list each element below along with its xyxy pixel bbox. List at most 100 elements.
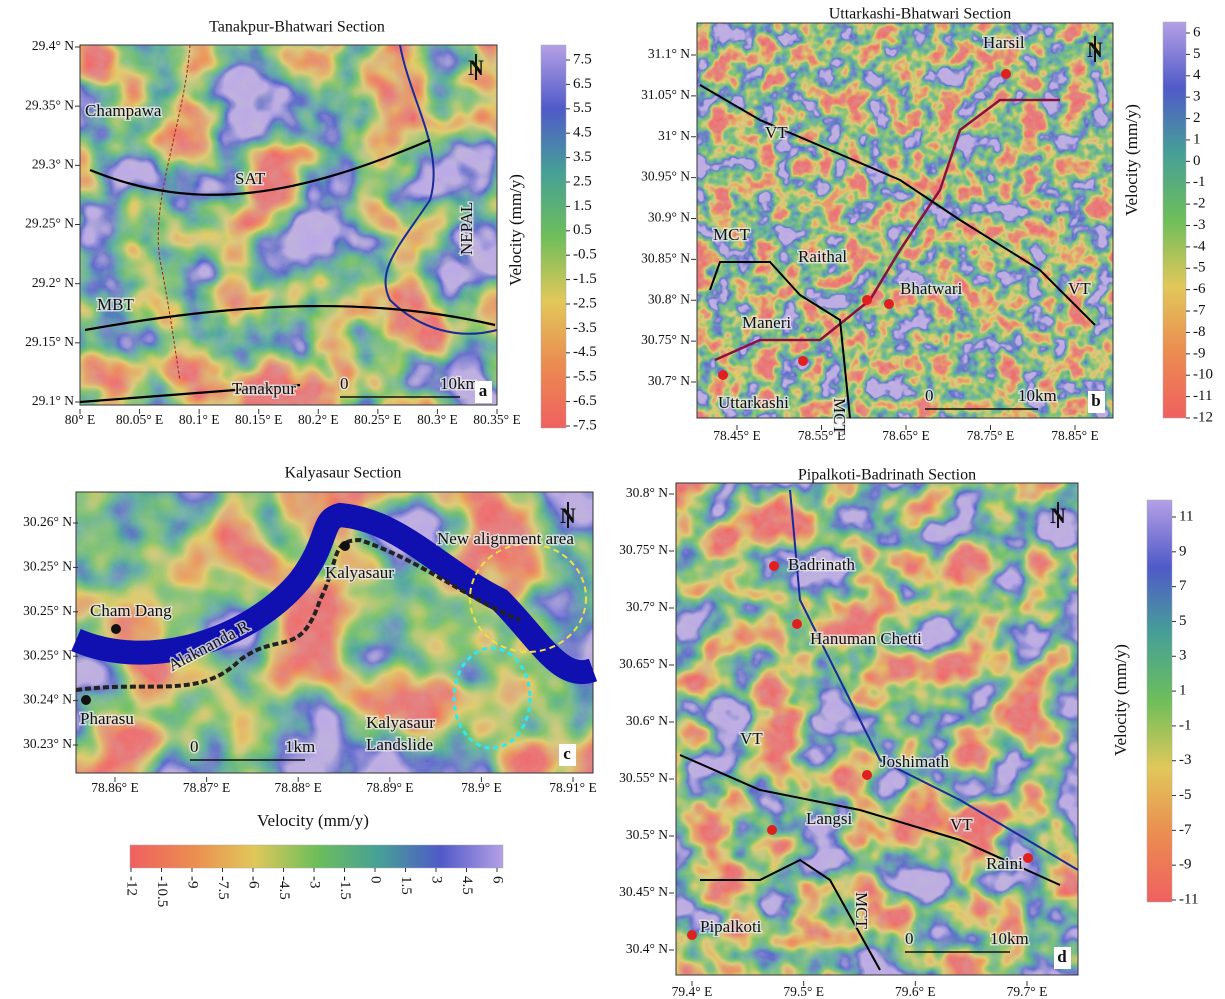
lat-tick-label: 29.25° N	[25, 216, 74, 231]
colorbar-tick-label: -9	[185, 876, 201, 889]
lat-tick-label: 30.25° N	[23, 558, 72, 573]
colorbar-tick-label: -6	[1193, 281, 1206, 297]
lat-tick-label: 30.6° N	[626, 713, 668, 728]
colorbar-tick-label: -4.5	[276, 876, 292, 900]
place-dot	[769, 561, 779, 571]
scale-label: 0	[190, 737, 199, 756]
colorbar-tick-label: -10.5	[154, 876, 170, 907]
colorbar-tick-label: 3	[1179, 648, 1187, 664]
colorbar-tick-label: 4.5	[459, 876, 475, 895]
place-label: Badrinath	[788, 555, 856, 574]
place-label: Bhatwari	[900, 279, 963, 298]
place-dot	[798, 356, 808, 366]
colorbar-tick-label: 6	[490, 876, 506, 884]
velocity-map	[676, 483, 1078, 975]
colorbar-label: Velocity (mm/y)	[506, 174, 525, 286]
colorbar-tick-label: 3	[1193, 89, 1201, 105]
place-label: Cham Dang	[90, 601, 172, 620]
colorbar-tick-label: -1.5	[573, 271, 597, 287]
lat-tick-label: 30.25° N	[23, 603, 72, 618]
lat-tick-label: 30.75° N	[619, 542, 668, 557]
scale-label: 10km	[440, 374, 479, 393]
lon-tick-label: 79.5° E	[783, 984, 824, 999]
colorbar-tick-label: 6	[1193, 24, 1201, 40]
place-label: NEPAL	[457, 202, 476, 255]
colorbar-tick-label: 4.5	[573, 125, 592, 141]
place-label: Maneri	[742, 313, 791, 332]
colorbar-tick-label: 2	[1193, 110, 1201, 126]
colorbar-tick-label: -8	[1193, 324, 1206, 340]
colorbar-tick-label: -4.5	[573, 344, 597, 360]
colorbar-tick-label: -7.5	[215, 876, 231, 900]
colorbar	[130, 845, 503, 868]
lat-tick-label: 30.5° N	[626, 827, 668, 842]
panel-title: Kalyasaur Section	[285, 465, 402, 482]
panel-letter: c	[563, 744, 571, 763]
lon-tick-label: 78.89° E	[366, 780, 413, 795]
place-label: MBT	[97, 295, 134, 314]
scale-label: 10km	[1018, 386, 1057, 405]
colorbar-tick-label: 5	[1179, 613, 1187, 629]
lat-tick-label: 29.35° N	[25, 97, 74, 112]
scale-label: 0	[905, 929, 914, 948]
place-label: Hanuman Chetti	[810, 629, 922, 648]
colorbar-tick-label: -9	[1179, 857, 1192, 873]
colorbar-tick-label: -6.5	[573, 393, 597, 409]
colorbar-tick-label: -7	[1179, 822, 1192, 838]
colorbar-tick-label: 6.5	[573, 76, 592, 92]
lat-tick-label: 29.2° N	[32, 275, 74, 290]
colorbar-label: Velocity (mm/y)	[1111, 644, 1130, 756]
velocity-map	[697, 23, 1113, 418]
place-dot	[1023, 853, 1033, 863]
lon-tick-label: 78.87° E	[183, 780, 230, 795]
colorbar-tick-label: 1.5	[398, 876, 414, 895]
place-dot	[1001, 69, 1011, 79]
lat-tick-label: 30.4° N	[626, 941, 668, 956]
colorbar-tick-label: -9	[1193, 345, 1206, 361]
colorbar-tick-label: 4	[1193, 67, 1201, 83]
colorbar-tick-label: -10	[1193, 367, 1213, 383]
lat-tick-label: 30.9° N	[648, 210, 690, 225]
colorbar-tick-label: -2.5	[573, 295, 597, 311]
colorbar-tick-label: -7.5	[573, 417, 597, 433]
lon-tick-label: 78.88° E	[274, 780, 321, 795]
lon-tick-label: 80.3° E	[417, 412, 458, 427]
place-label: VT	[1068, 279, 1091, 298]
lat-tick-label: 30.55° N	[619, 770, 668, 785]
lon-tick-label: 78.85° E	[1051, 428, 1098, 443]
place-dot	[340, 541, 350, 551]
lon-tick-label: 78.45° E	[713, 428, 760, 443]
colorbar-tick-label: 3.5	[573, 149, 592, 165]
lat-tick-label: 30.8° N	[648, 291, 690, 306]
colorbar-tick-label: 0	[1193, 153, 1201, 169]
lon-tick-label: 79.7° E	[1007, 984, 1048, 999]
panel-letter: a	[479, 381, 488, 400]
lon-tick-label: 78.75° E	[967, 428, 1014, 443]
lon-tick-label: 80.35° E	[473, 412, 520, 427]
lon-tick-label: 80.2° E	[298, 412, 339, 427]
north-label: N	[560, 503, 576, 528]
colorbar-tick-label: -5	[1193, 260, 1206, 276]
colorbar-tick-label: 7.5	[573, 51, 592, 67]
panel-title: Pipalkoti-Badrinath Section	[798, 467, 976, 484]
lat-tick-label: 30.7° N	[626, 599, 668, 614]
north-label: N	[468, 55, 484, 80]
lat-tick-label: 30.7° N	[648, 373, 690, 388]
panel-letter: b	[1091, 391, 1100, 410]
lon-tick-label: 80.15° E	[235, 412, 282, 427]
colorbar-tick-label: 7	[1179, 578, 1187, 594]
colorbar-tick-label: 9	[1179, 543, 1187, 559]
colorbar-tick-label: -3	[1193, 217, 1206, 233]
place-dot	[884, 299, 894, 309]
colorbar-tick-label: 1	[1193, 131, 1201, 147]
lon-tick-label: 80.25° E	[354, 412, 401, 427]
colorbar-tick-label: -3	[1179, 752, 1192, 768]
place-label: Tanakpur	[232, 379, 296, 398]
place-label: VT	[950, 815, 973, 834]
colorbar-tick-label: 1	[1179, 683, 1187, 699]
colorbar-tick-label: -11	[1179, 891, 1198, 907]
scale-label: 0	[925, 386, 934, 405]
place-label: Champawa	[85, 101, 162, 120]
lon-tick-label: 78.91° E	[549, 780, 596, 795]
place-label: Landslide	[366, 735, 433, 754]
